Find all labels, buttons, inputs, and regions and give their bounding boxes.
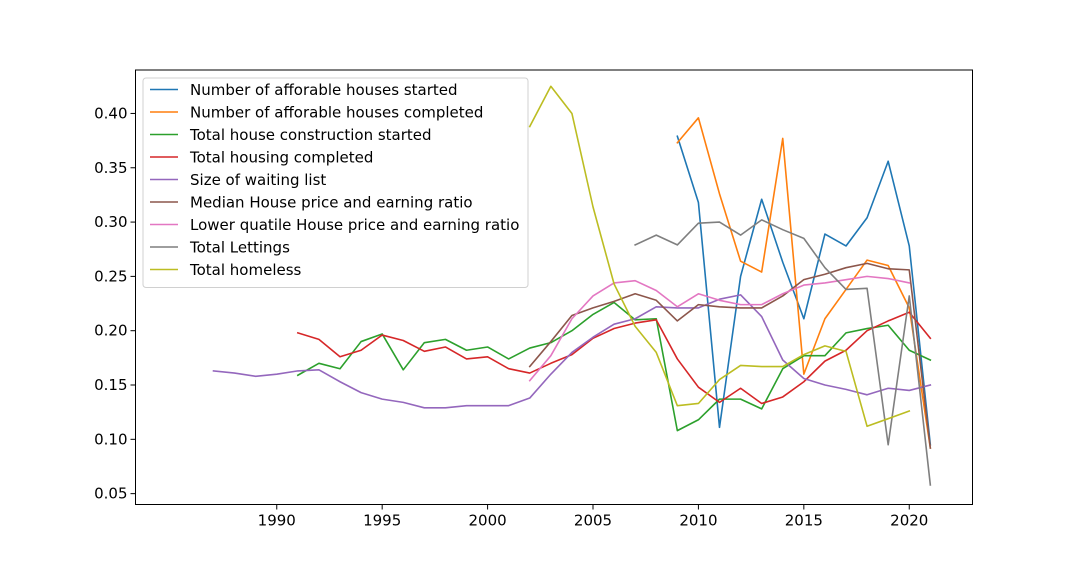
series-line-9 [528, 85, 911, 428]
x-tick-label: 2020 [890, 512, 928, 530]
series-line-3 [296, 301, 932, 432]
y-tick-label: 0.10 [94, 430, 127, 448]
legend-label: Total housing completed [189, 149, 373, 167]
x-tick-label: 2005 [574, 512, 612, 530]
series-layer [212, 85, 932, 486]
legend-label: Total house construction started [189, 126, 432, 144]
series-line-6 [528, 262, 932, 449]
y-tick-label: 0.40 [94, 104, 127, 122]
legend-label: Number of afforable houses started [190, 81, 458, 99]
y-tick-label: 0.35 [94, 159, 127, 177]
series-line-1 [676, 135, 932, 446]
series-line-7 [528, 275, 911, 382]
legend-label: Total Lettings [189, 239, 290, 257]
legend-label: Median House price and earning ratio [190, 194, 473, 212]
legend-box [142, 77, 529, 288]
y-tick-label: 0.20 [94, 322, 127, 340]
x-axis: 1990 1995 2000 2005 2010 2015 2020 [258, 504, 928, 530]
legend: Number of afforable houses started Number… [142, 77, 529, 288]
y-axis: 0.05 0.10 0.15 0.20 0.25 0.30 0.35 0.40 [94, 104, 136, 503]
legend-label: Size of waiting list [190, 171, 326, 189]
x-tick-label: 1990 [258, 512, 296, 530]
x-tick-label: 2000 [468, 512, 506, 530]
legend-label: Total homeless [189, 261, 302, 279]
series-line-5 [212, 294, 932, 409]
x-tick-label: 2010 [679, 512, 717, 530]
series-line-8 [634, 219, 932, 486]
y-tick-label: 0.25 [94, 267, 127, 285]
plot-area-frame [135, 69, 973, 505]
legend-label: Number of afforable houses completed [190, 104, 483, 122]
series-line-4 [296, 311, 932, 405]
x-tick-label: 1995 [363, 512, 401, 530]
y-tick-label: 0.15 [94, 376, 127, 394]
x-tick-label: 2015 [785, 512, 823, 530]
legend-label: Lower quatile House price and earning ra… [190, 216, 519, 234]
y-tick-label: 0.30 [94, 213, 127, 231]
series-line-2 [676, 117, 932, 449]
y-tick-label: 0.05 [94, 485, 127, 503]
